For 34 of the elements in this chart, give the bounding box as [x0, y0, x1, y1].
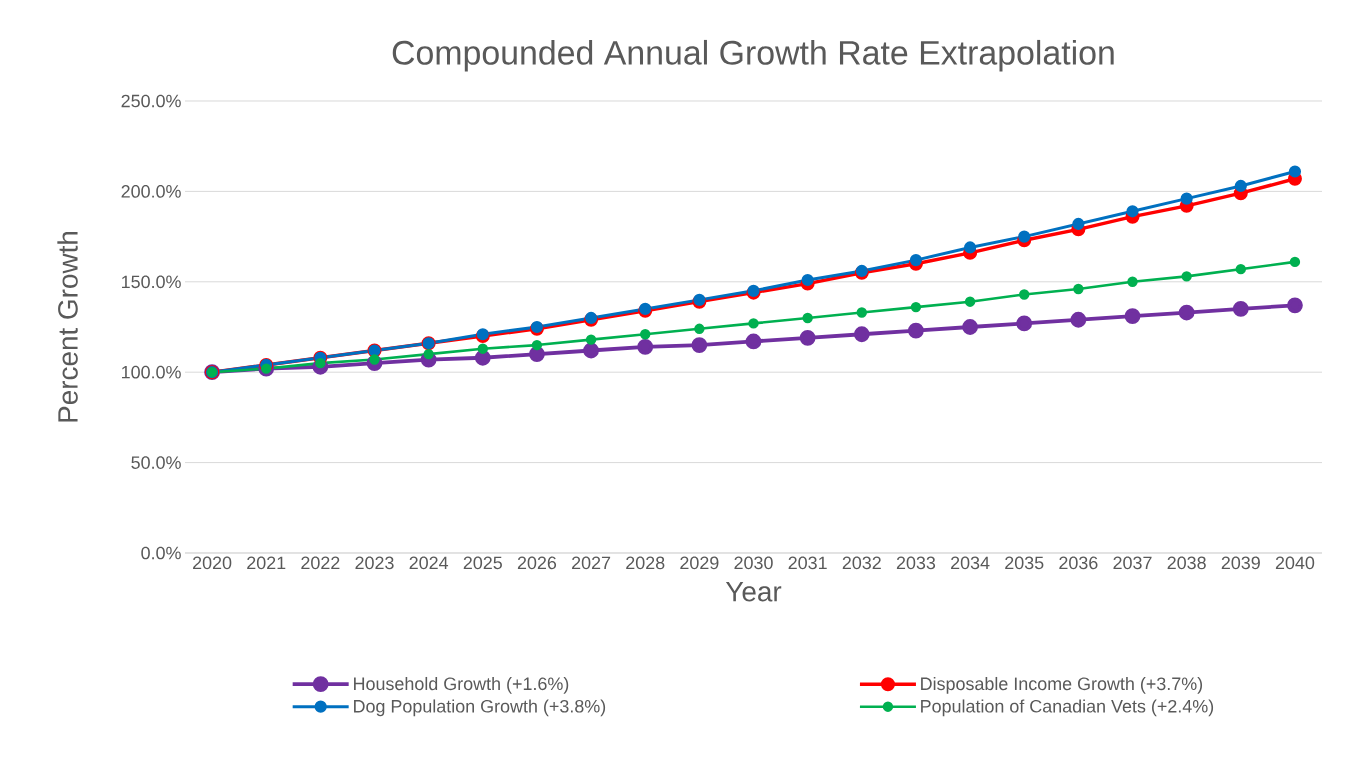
y-tick-label: 250.0%: [121, 94, 181, 108]
x-tick-label: 2036: [1059, 556, 1098, 570]
x-tick-label: 2020: [193, 556, 232, 570]
y-tick-label: 0.0%: [141, 546, 181, 560]
x-tick-label: 2030: [734, 556, 773, 570]
x-tick-label: 2040: [1275, 556, 1315, 570]
legend-label: Dog Population Growth (+3.8%): [354, 699, 606, 717]
x-tick-label: 2028: [626, 556, 665, 570]
y-tick-label: 100.0%: [122, 365, 181, 379]
x-tick-label: 2033: [896, 556, 936, 570]
x-tick-label: 2031: [788, 556, 827, 570]
y-tick-label: 150.0%: [122, 275, 181, 289]
x-tick-label: 2032: [842, 556, 881, 570]
y-tick-label: 200.0%: [121, 185, 181, 198]
x-tick-label: 2021: [247, 556, 286, 570]
x-tick-label: 2024: [409, 556, 449, 570]
x-tick-label: 2027: [572, 556, 611, 570]
x-tick-label: 2023: [355, 556, 394, 570]
x-tick-label: 2034: [951, 556, 990, 570]
legend-label: Household Growth (+1.6%): [354, 676, 569, 694]
y-axis-title: Percent Growth: [57, 231, 78, 422]
legend-label: Population of Canadian Vets (+2.4%): [921, 699, 1214, 717]
x-tick-label: 2025: [463, 556, 502, 570]
chart-title: Compounded Annual Growth Rate Extrapolation: [392, 39, 1114, 72]
x-tick-label: 2022: [301, 556, 340, 570]
x-tick-label: 2037: [1113, 556, 1152, 570]
x-tick-label: 2038: [1167, 556, 1206, 570]
x-tick-label: 2035: [1005, 556, 1044, 570]
x-tick-label: 2039: [1221, 556, 1260, 570]
x-axis-title: Year: [725, 582, 782, 602]
x-tick-label: 2026: [517, 556, 557, 570]
y-tick-label: 50.0%: [131, 456, 181, 469]
x-tick-label: 2029: [680, 556, 719, 570]
legend-label: Disposable Income Growth (+3.7%): [921, 676, 1203, 694]
